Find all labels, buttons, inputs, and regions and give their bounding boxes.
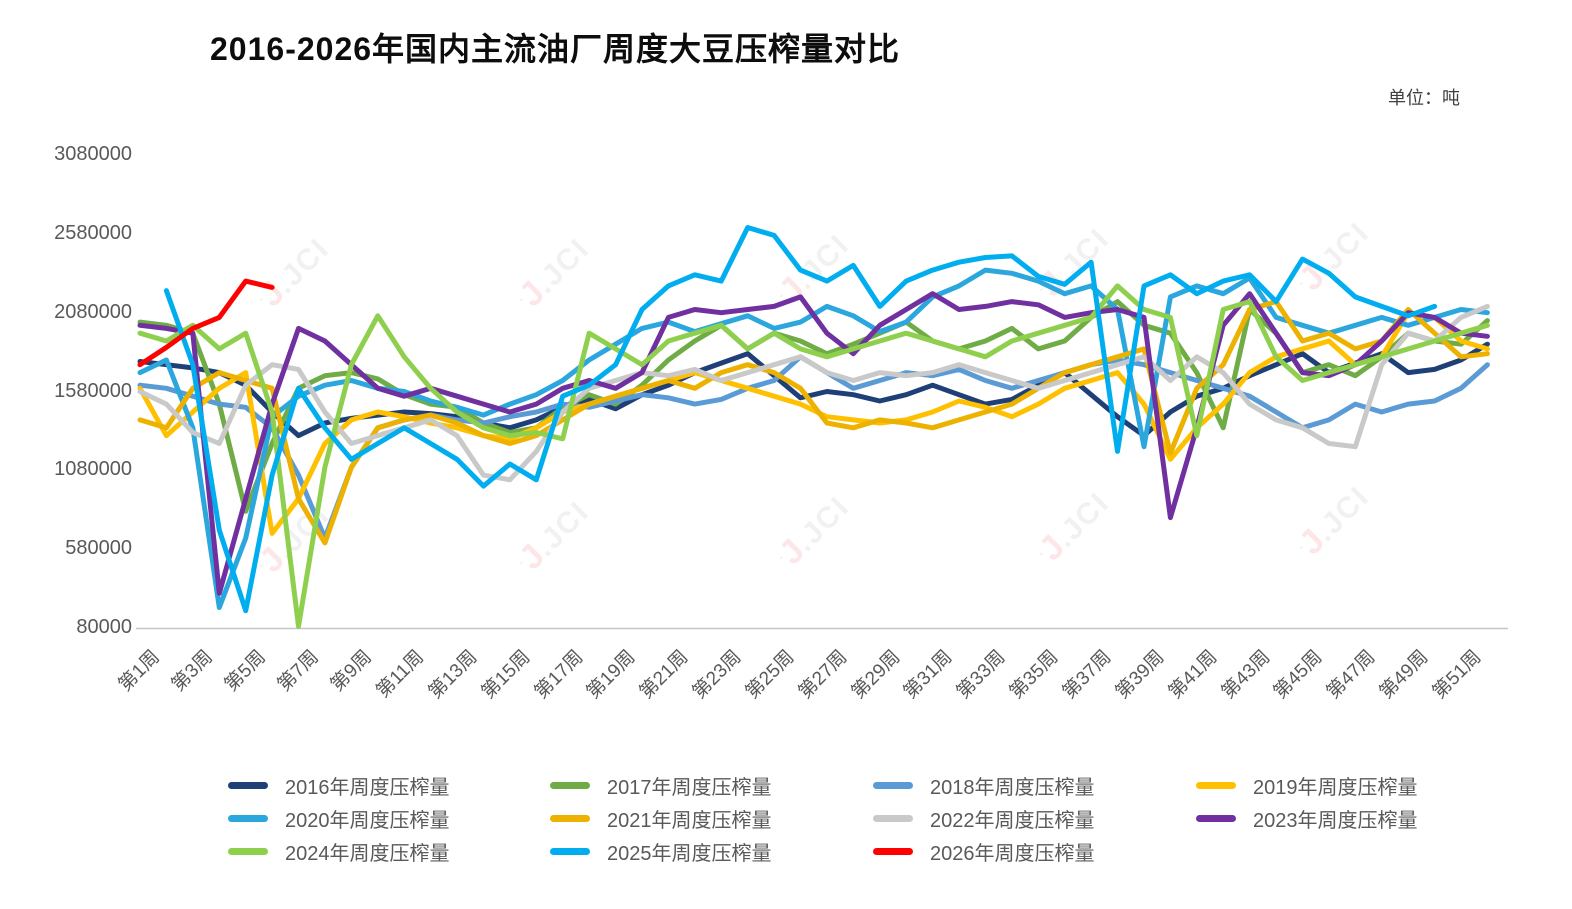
legend-label: 2026年周度压榨量 (930, 843, 1095, 865)
legend-swatch (550, 815, 590, 822)
series-line-2024 (137, 283, 1490, 629)
series-line-2023 (137, 291, 1490, 596)
legend-label: 2016年周度压榨量 (285, 777, 450, 799)
legend-label: 2018年周度压榨量 (930, 777, 1095, 799)
legend-label: 2017年周度压榨量 (607, 777, 772, 799)
y-axis-tick: 580000 (65, 537, 132, 560)
legend-swatch (873, 815, 913, 822)
legend-swatch (1196, 782, 1236, 789)
legend-swatch (873, 848, 913, 855)
y-axis-tick: 1580000 (54, 379, 132, 402)
series-line-2022 (137, 303, 1490, 483)
legend-swatch (228, 815, 268, 822)
y-axis-tick: 80000 (76, 616, 132, 638)
legend-swatch (1196, 815, 1236, 822)
legend-item-2025: 2025年周度压榨量 (550, 837, 772, 866)
legend-label: 2022年周度压榨量 (930, 810, 1095, 832)
chart-title: 2016-2026年国内主流油厂周度大豆压榨量对比 (210, 31, 901, 67)
legend-item-2023: 2023年周度压榨量 (1196, 804, 1418, 833)
legend-item-2018: 2018年周度压榨量 (873, 771, 1095, 800)
unit-label: 单位：吨 (1388, 88, 1460, 108)
legend-label: 2023年周度压榨量 (1253, 810, 1418, 832)
series-line-2020 (137, 267, 1490, 610)
legend-item-2022: 2022年周度压榨量 (873, 804, 1095, 833)
series-line-2026 (137, 278, 275, 368)
legend-swatch (550, 848, 590, 855)
legend-item-2017: 2017年周度压榨量 (550, 771, 772, 800)
legend-item-2026: 2026年周度压榨量 (873, 837, 1095, 866)
legend-swatch (550, 782, 590, 789)
legend-label: 2024年周度压榨量 (285, 843, 450, 865)
legend-label: 2025年周度压榨量 (607, 843, 772, 865)
series-line-2019 (137, 310, 1490, 536)
y-axis-tick: 2080000 (54, 300, 132, 323)
y-axis-tick: 3080000 (54, 143, 132, 165)
legend-label: 2021年周度压榨量 (607, 810, 772, 832)
series-line-2025 (163, 225, 1438, 614)
y-axis-tick: 1080000 (54, 458, 132, 481)
legend-swatch (873, 782, 913, 789)
legend-label: 2020年周度压榨量 (285, 810, 450, 832)
legend-swatch (228, 848, 268, 855)
legend-swatch (228, 782, 268, 789)
series-line-2021 (137, 299, 1490, 546)
legend-item-2019: 2019年周度压榨量 (1196, 771, 1418, 800)
legend-item-2021: 2021年周度压榨量 (550, 804, 772, 833)
legend-item-2020: 2020年周度压榨量 (228, 804, 450, 833)
legend-item-2016: 2016年周度压榨量 (228, 771, 450, 800)
y-axis-tick: 2580000 (54, 221, 132, 244)
legend-item-2024: 2024年周度压榨量 (228, 837, 450, 866)
legend-label: 2019年周度压榨量 (1253, 777, 1418, 799)
